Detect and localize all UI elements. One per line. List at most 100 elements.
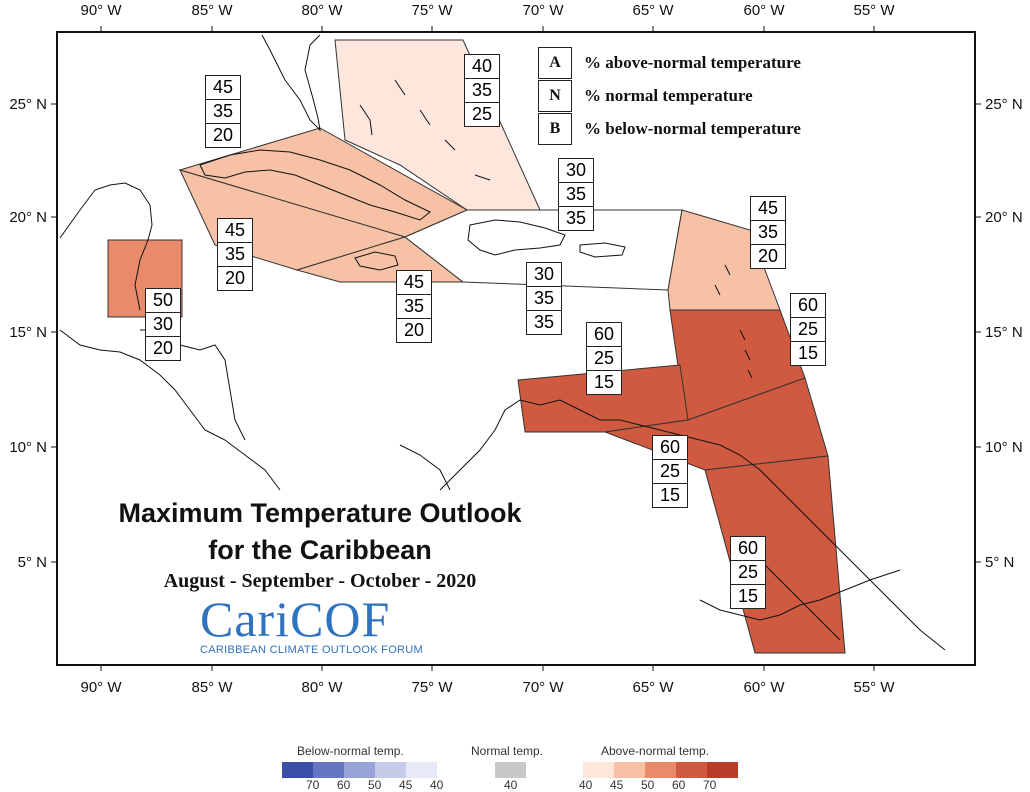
key-text-normal: % normal temperature [584, 85, 753, 105]
map-title-line2: for the Caribbean [208, 535, 432, 565]
prob-below: 20 [403, 320, 425, 340]
prob-below: 15 [737, 586, 759, 606]
prob-box-belize: 50 30 20 [145, 288, 181, 361]
lon-labels-top: 90° W 85° W 80° W 75° W 70° W 65° W 60° … [80, 2, 895, 19]
lat-label: 10° N [9, 439, 47, 456]
prob-normal: 35 [465, 79, 499, 103]
scale-tick: 50 [368, 778, 382, 792]
key-text-above: % above-normal temperature [584, 52, 801, 72]
prob-below: 20 [152, 338, 174, 358]
prob-above: 30 [559, 159, 593, 183]
scale-swatch-above-60 [676, 762, 707, 778]
prob-below: 15 [659, 485, 681, 505]
scale-swatch-below-45 [375, 762, 406, 778]
prob-normal: 25 [653, 460, 687, 484]
prob-below: 15 [797, 343, 819, 363]
prob-above: 30 [527, 263, 561, 287]
key-row-below: B % below-normal temperature [538, 112, 858, 145]
lon-label: 55° W [853, 679, 895, 696]
scale-tick: 70 [703, 778, 717, 792]
prob-above: 60 [653, 436, 687, 460]
lon-label: 60° W [743, 679, 785, 696]
lon-label: 90° W [80, 2, 122, 19]
prob-above: 45 [397, 271, 431, 295]
key-row-above: A % above-normal temperature [538, 46, 858, 79]
prob-normal: 35 [218, 243, 252, 267]
prob-box-trinidad: 60 25 15 [652, 435, 688, 508]
lon-label: 70° W [522, 679, 564, 696]
lat-labels-right: 25° N 20° N 15° N 10° N 5° N [985, 96, 1023, 571]
lon-label: 80° W [301, 679, 343, 696]
prob-below: 20 [212, 125, 234, 145]
lon-label: 65° W [632, 679, 674, 696]
prob-above: 60 [587, 323, 621, 347]
prob-below: 20 [757, 246, 779, 266]
prob-normal: 25 [791, 318, 825, 342]
lat-label: 10° N [985, 439, 1023, 456]
key-letter-n: N [538, 79, 572, 112]
prob-box-cayman-jamaica: 45 35 20 [217, 218, 253, 291]
prob-box-windward: 60 25 15 [790, 293, 826, 366]
scale-tick: 60 [337, 778, 351, 792]
scale-swatch-below-60 [313, 762, 344, 778]
prob-normal: 35 [397, 295, 431, 319]
lat-label: 20° N [985, 209, 1023, 226]
scale-swatch-above-50 [645, 762, 676, 778]
prob-above: 45 [218, 219, 252, 243]
prob-box-guianas: 60 25 15 [730, 536, 766, 609]
prob-below: 35 [533, 312, 555, 332]
scale-tick: 40 [430, 778, 444, 792]
scale-above-label: Above-normal temp. [601, 744, 710, 758]
scale-tick: 45 [399, 778, 413, 792]
caricof-logo: CariCOF [200, 591, 391, 647]
scale-swatch-above-45 [614, 762, 645, 778]
lon-label: 75° W [411, 2, 453, 19]
scale-below-label: Below-normal temp. [297, 744, 404, 758]
scale-tick: 70 [306, 778, 320, 792]
scale-swatch-above-70 [707, 762, 738, 778]
prob-normal: 35 [206, 100, 240, 124]
scale-tick: 40 [504, 778, 518, 792]
prob-normal: 35 [559, 183, 593, 207]
lon-labels-bottom: 90° W 85° W 80° W 75° W 70° W 65° W 60° … [80, 679, 895, 696]
prob-box-bahamas: 40 35 25 [464, 54, 500, 127]
prob-normal: 35 [751, 221, 785, 245]
prob-above: 50 [146, 289, 180, 313]
prob-box-hispaniola-north: 30 35 35 [558, 158, 594, 231]
map-title: Maximum Temperature Outlook [118, 498, 522, 528]
probability-key: A % above-normal temperature N % normal … [538, 46, 858, 145]
lat-label: 20° N [9, 209, 47, 226]
prob-above: 60 [731, 537, 765, 561]
lon-label: 75° W [411, 679, 453, 696]
prob-normal: 25 [587, 347, 621, 371]
lon-label: 85° W [191, 2, 233, 19]
prob-below: 35 [565, 208, 587, 228]
prob-below: 15 [593, 372, 615, 392]
map-period: August - September - October - 2020 [163, 570, 477, 592]
key-text-below: % below-normal temperature [584, 118, 801, 138]
prob-box-cuba: 45 35 20 [205, 75, 241, 148]
prob-above: 45 [206, 76, 240, 100]
lon-label: 55° W [853, 2, 895, 19]
lat-label: 25° N [9, 96, 47, 113]
prob-below: 20 [224, 268, 246, 288]
prob-normal: 35 [527, 287, 561, 311]
prob-normal: 30 [146, 313, 180, 337]
scale-swatch-above-40 [583, 762, 614, 778]
prob-above: 45 [751, 197, 785, 221]
scale-tick: 45 [610, 778, 624, 792]
lat-label: 5° N [18, 554, 47, 571]
scale-swatch-normal [495, 762, 526, 778]
prob-box-leeward: 45 35 20 [750, 196, 786, 269]
lon-label: 65° W [632, 2, 674, 19]
scale-tick: 50 [641, 778, 655, 792]
scale-tick: 40 [579, 778, 593, 792]
lon-label: 60° W [743, 2, 785, 19]
lon-label: 70° W [522, 2, 564, 19]
prob-box-jamaica-south: 45 35 20 [396, 270, 432, 343]
lat-label: 5° N [985, 554, 1014, 571]
scale-swatch-below-70 [282, 762, 313, 778]
lon-label: 80° W [301, 2, 343, 19]
scale-normal-label: Normal temp. [471, 744, 544, 758]
